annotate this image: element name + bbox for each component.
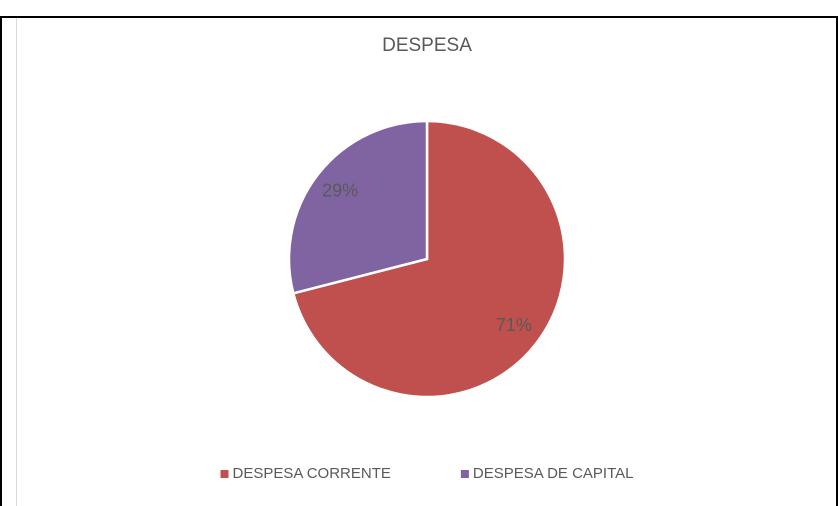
pie-slice (287, 119, 429, 295)
data-label: 29% (322, 180, 358, 200)
legend-swatch (460, 470, 469, 478)
legend-label: DESPESA CORRENTE (233, 465, 391, 482)
legend-swatch (220, 470, 229, 478)
data-label: 71% (496, 315, 532, 335)
legend-label: DESPESA DE CAPITAL (473, 465, 634, 482)
chart-title: DESPESA (382, 35, 472, 56)
pie-slice (291, 119, 567, 399)
